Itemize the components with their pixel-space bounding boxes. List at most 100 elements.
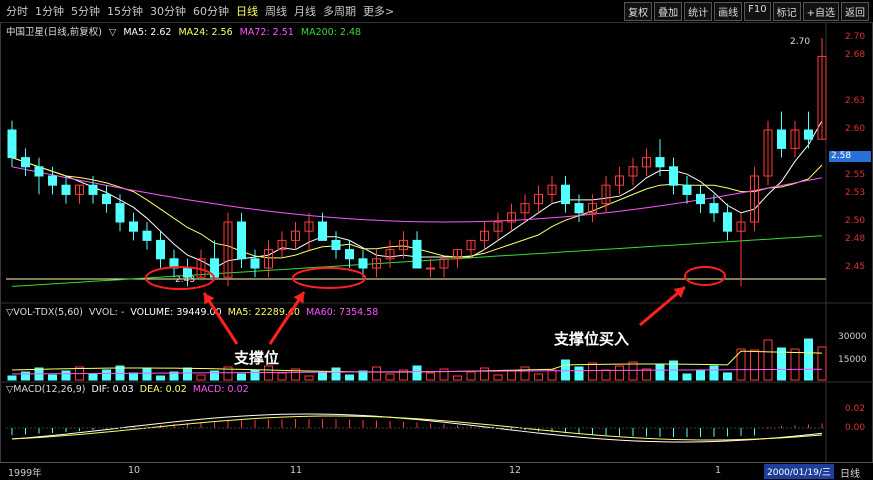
vol-ma5-label: MA5: 22289.40 — [227, 307, 300, 318]
candle-body-50 — [682, 184, 692, 195]
volume-bar-38 — [520, 366, 530, 381]
candle-body-11 — [156, 239, 165, 260]
volume-bar-14 — [196, 374, 206, 381]
candle-body-1 — [21, 157, 30, 168]
volume-bar-15 — [210, 370, 219, 381]
cursor-date: 2000/01/19/三 — [764, 464, 834, 479]
volume-bar-25 — [345, 374, 354, 381]
tool-buttons: 复权 叠加 统计 画线 F10 标记 +自选 返回 — [624, 2, 869, 21]
candle-body-0 — [7, 129, 17, 159]
tool-button-6[interactable]: +自选 — [802, 2, 839, 21]
period-label[interactable]: 日线 — [840, 469, 860, 480]
volume-bar-21 — [291, 368, 300, 381]
volume-bar-55 — [750, 349, 759, 381]
candle-body-59 — [804, 129, 813, 140]
volume-bar-40 — [547, 369, 557, 381]
tool-button-5[interactable]: 标记 — [772, 2, 801, 21]
support-annotation: 支撑位 — [234, 349, 280, 367]
volume-bar-60 — [817, 346, 827, 381]
volume-bar-44 — [601, 369, 611, 381]
vol-title: ▽VOL-TDX(5,60) — [6, 307, 83, 318]
candle-body-20 — [277, 239, 287, 251]
period-tab-2[interactable]: 5分钟 — [71, 5, 100, 18]
volume-bar-47 — [642, 368, 651, 381]
vvol-label: VVOL: - — [89, 307, 125, 318]
ma200-label: MA200: 2.48 — [300, 27, 362, 38]
price-tick-7: 2.48 — [845, 234, 866, 245]
candle-body-2 — [34, 166, 44, 177]
period-tab-0[interactable]: 分时 — [6, 5, 28, 18]
candle-body-3 — [48, 175, 57, 186]
price-tick-5: 2.53 — [845, 188, 866, 199]
candle-body-33 — [453, 249, 462, 260]
candle-body-38 — [520, 203, 530, 214]
price-legend: 中国卫星(日线,前复权) ▽ MA5: 2.62 MA24: 2.56 MA72… — [6, 24, 365, 38]
volume-bar-19 — [264, 365, 273, 381]
price-tick-6: 2.50 — [845, 216, 866, 226]
volume-label: VOLUME: 39449.00 — [130, 307, 222, 318]
volume-bar-56 — [763, 339, 773, 381]
candle-body-43 — [588, 203, 597, 214]
tool-button-4[interactable]: F10 — [744, 2, 771, 21]
support-circle-2 — [292, 267, 366, 289]
candle-body-39 — [534, 193, 543, 205]
period-tab-8[interactable]: 月线 — [294, 5, 316, 18]
period-tab-1[interactable]: 1分钟 — [35, 5, 64, 18]
price-tick-0: 2.70 — [845, 32, 866, 42]
tool-button-7[interactable]: 返回 — [841, 2, 869, 21]
tool-button-0[interactable]: 复权 — [624, 2, 653, 21]
price-tick-4: 2.55 — [845, 170, 866, 180]
month-label-10: 10 — [128, 465, 141, 476]
ma24-label: MA24: 2.56 — [178, 27, 233, 38]
candle-body-32 — [439, 258, 449, 269]
period-tab-10[interactable]: 更多> — [363, 5, 395, 18]
candle-body-22 — [304, 221, 314, 232]
ma72-label: MA72: 2.51 — [239, 27, 294, 38]
volume-bar-32 — [439, 368, 449, 381]
period-tab-5[interactable]: 60分钟 — [193, 5, 229, 18]
month-label-1: 1 — [715, 465, 722, 476]
volume-bar-27 — [372, 366, 381, 381]
volume-bar-43 — [588, 362, 597, 381]
volume-bar-11 — [156, 375, 165, 381]
candle-body-36 — [493, 221, 503, 232]
period-tab-7[interactable]: 周线 — [265, 5, 287, 18]
candle-body-55 — [750, 175, 759, 223]
period-tab-3[interactable]: 15分钟 — [107, 5, 143, 18]
volume-bar-41 — [561, 359, 570, 381]
period-tab-6[interactable]: 日线 — [236, 5, 258, 18]
tool-button-3[interactable]: 画线 — [714, 2, 743, 21]
period-toolbar: 分时 1分钟 5分钟 15分钟 30分钟 60分钟 日线 周线 月线 多周期 更多> 复权 叠加 统计画… — [0, 0, 873, 23]
candle-body-23 — [318, 221, 327, 241]
legend-toggle-icon[interactable]: ▽ — [108, 27, 117, 38]
month-label-12: 12 — [509, 465, 522, 476]
support-circle-3 — [684, 266, 726, 286]
volume-bar-53 — [723, 372, 732, 381]
candle-body-53 — [723, 212, 732, 232]
volume-bar-6 — [88, 373, 98, 381]
macd-axis-000: 0.00 — [845, 423, 866, 433]
volume-bar-20 — [277, 372, 287, 381]
candle-body-40 — [547, 184, 557, 195]
period-tab-9[interactable]: 多周期 — [323, 5, 356, 18]
volume-bar-0 — [7, 375, 17, 381]
candle-body-16 — [223, 221, 233, 278]
candle-body-9 — [129, 221, 138, 232]
period-tab-4[interactable]: 30分钟 — [150, 5, 186, 18]
tool-button-1[interactable]: 叠加 — [654, 2, 683, 21]
volume-bar-4 — [61, 370, 71, 381]
volume-bar-50 — [682, 373, 692, 381]
low-price-label: 2.43 — [175, 275, 196, 285]
price-tick-8: 2.45 — [845, 262, 866, 272]
tool-button-2[interactable]: 统计 — [684, 2, 713, 21]
dif-label: DIF: 0.03 — [91, 384, 134, 395]
volume-bar-31 — [426, 372, 435, 381]
vol-ma60-line — [11, 368, 823, 375]
volume-bar-39 — [534, 373, 543, 381]
candle-body-29 — [399, 239, 408, 251]
candle-body-41 — [561, 184, 570, 205]
candle-body-25 — [345, 249, 354, 260]
candle-body-27 — [372, 258, 381, 269]
volume-legend: ▽VOL-TDX(5,60) VVOL: - VOLUME: 39449.00 … — [6, 307, 381, 318]
